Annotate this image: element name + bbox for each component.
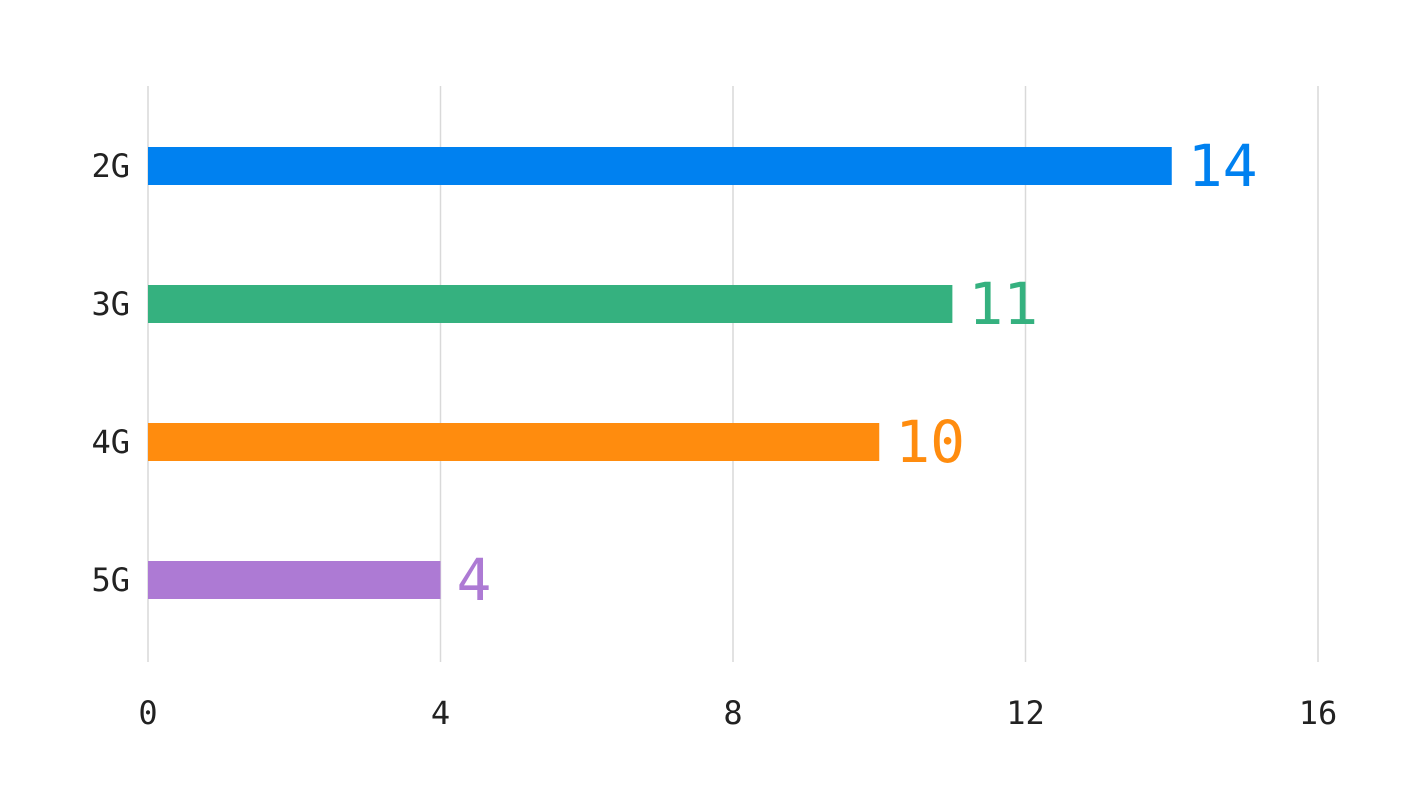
x-tick-label: 4 (431, 694, 450, 732)
bar-3g (148, 285, 953, 323)
x-tick-label: 8 (723, 694, 742, 732)
x-tick-label: 16 (1299, 694, 1338, 732)
value-label: 14 (1188, 132, 1258, 200)
category-label: 5G (91, 561, 130, 599)
category-label: 3G (91, 285, 130, 323)
x-tick-label: 12 (1006, 694, 1045, 732)
category-label: 4G (91, 423, 130, 461)
value-label: 10 (895, 408, 965, 476)
bars (148, 147, 1172, 599)
bar-5g (148, 561, 441, 599)
category-labels: 2G 3G 4G 5G (91, 147, 130, 599)
category-label: 2G (91, 147, 130, 185)
value-label: 11 (968, 270, 1038, 338)
value-labels: 14 11 10 4 (457, 132, 1258, 614)
bar-2g (148, 147, 1172, 185)
value-label: 4 (457, 546, 492, 614)
bar-4g (148, 423, 880, 461)
x-tick-label: 0 (138, 694, 157, 732)
x-axis-tick-labels: 0 4 8 12 16 (138, 694, 1337, 732)
